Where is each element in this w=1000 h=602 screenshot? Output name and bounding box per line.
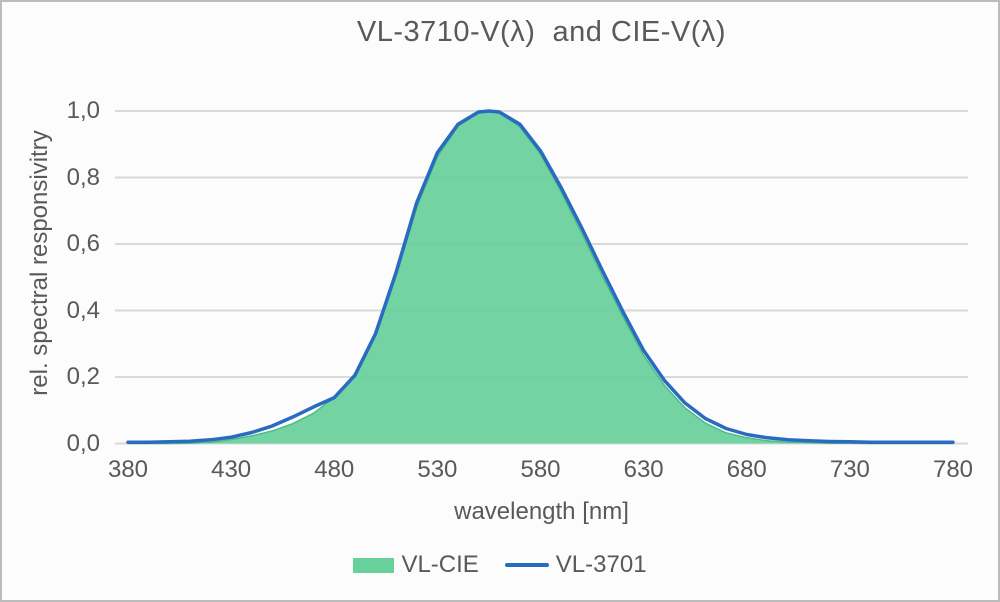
x-tick-label: 680 [726,456,767,483]
legend-item-vl-3701: VL-3701 [504,551,647,579]
legend-label-vl-3701: VL-3701 [555,551,647,578]
legend: VL-CIE VL-3701 [0,551,1000,579]
x-tick-label: 730 [829,456,870,483]
y-tick-label: 0,8 [66,163,100,191]
y-tick-label: 0,2 [66,363,100,390]
chart-title: VL-3710-V(λ) and CIE-V(λ) [356,16,727,48]
x-tick-label: 780 [932,456,974,483]
vl3701-line [126,109,955,444]
x-tick-label: 580 [520,456,561,483]
line-swatch-icon [504,563,549,567]
area-swatch-icon [353,557,395,573]
x-tick-label: 480 [314,456,355,483]
x-axis-title: wavelength [nm] [454,498,629,525]
legend-label-vl-cie: VL-CIE [401,551,479,578]
y-tick-label: 0,0 [66,429,100,457]
x-tick-label: 630 [623,456,664,483]
x-tick-label: 430 [211,456,252,483]
x-tick-label: 530 [417,456,458,483]
cie-area-edge [128,110,953,445]
y-tick-label: 0,4 [66,296,100,324]
x-tick-label: 380 [107,456,149,483]
cie-area [128,111,953,444]
y-tick-label: 0,6 [66,230,100,257]
y-tick-label: 1,0 [66,97,100,124]
legend-item-vl-cie: VL-CIE [353,551,479,579]
